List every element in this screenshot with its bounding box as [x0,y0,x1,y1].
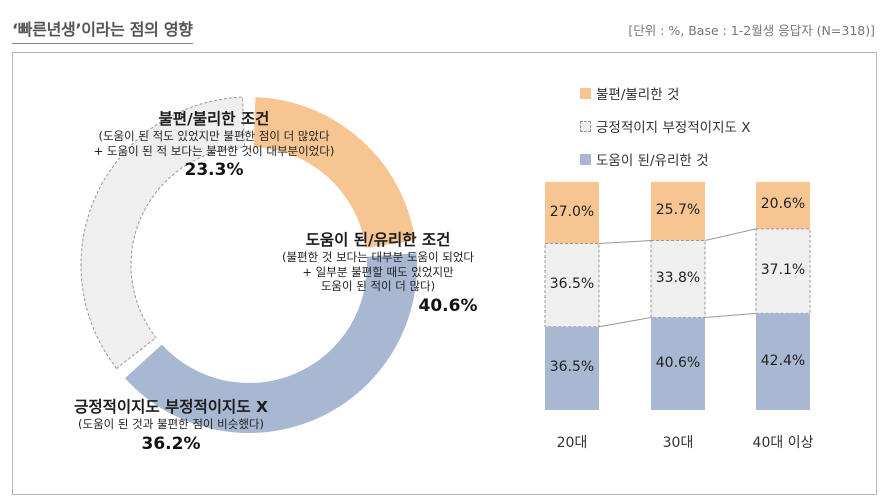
category-label: 30대 [662,435,694,451]
category-label: 40대 이상 [752,435,814,451]
legend-item-positive: 도움이 된/유리한 것 [580,148,750,170]
legend-swatch-neutral [580,120,591,132]
bar-connector-line [598,240,652,245]
bar-value-label: 33.8% [655,270,701,287]
category-label: 20대 [556,435,588,451]
bar-segment-negative [545,182,599,244]
donut-slice-neutral [80,96,245,370]
positive-desc-3: 도움이 된 적이 더 많다) [320,279,436,294]
bar-value-label: 37.1% [760,262,806,279]
bar-connector-line [598,317,652,328]
bar-connector-line [704,312,757,319]
positive-desc-2: + 일부분 불편할 때도 있었지만 [302,264,454,279]
bar-segment-negative [756,182,810,229]
bar-value-label: 42.4% [760,352,806,369]
legend: 불편/불리한 것 긍정적이지 부정적이지도 X 도움이 된/유리한 것 [580,82,750,181]
bar-value-label: 20.6% [760,196,806,213]
positive-percent: 40.6% [418,295,478,316]
legend-swatch-positive [580,153,591,165]
bar-segment-neutral [755,228,811,314]
donut-label-neutral: 긍정적이지도 부정적이지도 X (도움이 된 것과 불편한 점이 비슷했다) 3… [26,398,316,455]
legend-label-neutral: 긍정적이지 부정적이지도 X [596,120,751,136]
bar-segment-negative [651,182,705,241]
legend-swatch-negative [580,87,591,99]
bar-segment-neutral [650,240,706,319]
bar-value-label: 25.7% [655,202,701,219]
page-title: ‘빠른년생’이라는 점의 영향 [12,16,193,44]
bar-connector-line [704,228,757,242]
negative-desc-2: + 도움이 된 적 보다는 불편한 것이 대부분이었다) [93,143,335,158]
neutral-desc-1: (도움이 된 것과 불편한 점이 비슷했다) [78,417,264,432]
bar-value-label: 36.5% [549,276,595,293]
neutral-percent: 36.2% [141,433,201,454]
donut-label-positive: 도움이 된/유리한 조건 (불편한 것 보다는 대부분 도움이 되었다 + 일부… [218,231,538,317]
negative-percent: 23.3% [184,160,244,181]
negative-desc-1: (도움이 된 적도 있었지만 불편한 점이 더 많았다 [98,129,330,144]
positive-desc-1: (불편한 것 보다는 대부분 도움이 되었다 [281,250,475,265]
legend-label-positive: 도움이 된/유리한 것 [596,153,709,169]
legend-item-neutral: 긍정적이지 부정적이지도 X [580,115,750,137]
bar-segment-positive [756,313,810,410]
neutral-title: 긍정적이지도 부정적이지도 X [74,398,268,416]
donut-label-negative: 불편/불리한 조건 (도움이 된 적도 있었지만 불편한 점이 더 많았다 + … [34,110,394,181]
chart-frame [12,52,877,495]
bar-segment-positive [545,326,599,410]
positive-title: 도움이 된/유리한 조건 [305,231,451,249]
unit-note: [단위 : %, Base : 1-2월생 응답자 (N=318)] [628,23,875,38]
legend-item-negative: 불편/불리한 것 [580,82,750,104]
legend-label-negative: 불편/불리한 것 [596,87,680,103]
bar-value-label: 40.6% [655,354,701,371]
bar-value-label: 36.5% [549,359,595,376]
donut-slice-negative [253,97,416,248]
bar-segment-positive [651,317,705,410]
negative-title: 불편/불리한 조건 [158,110,270,128]
bar-value-label: 27.0% [549,203,595,220]
donut-slice-positive [124,253,418,434]
bar-segment-neutral [544,243,600,328]
